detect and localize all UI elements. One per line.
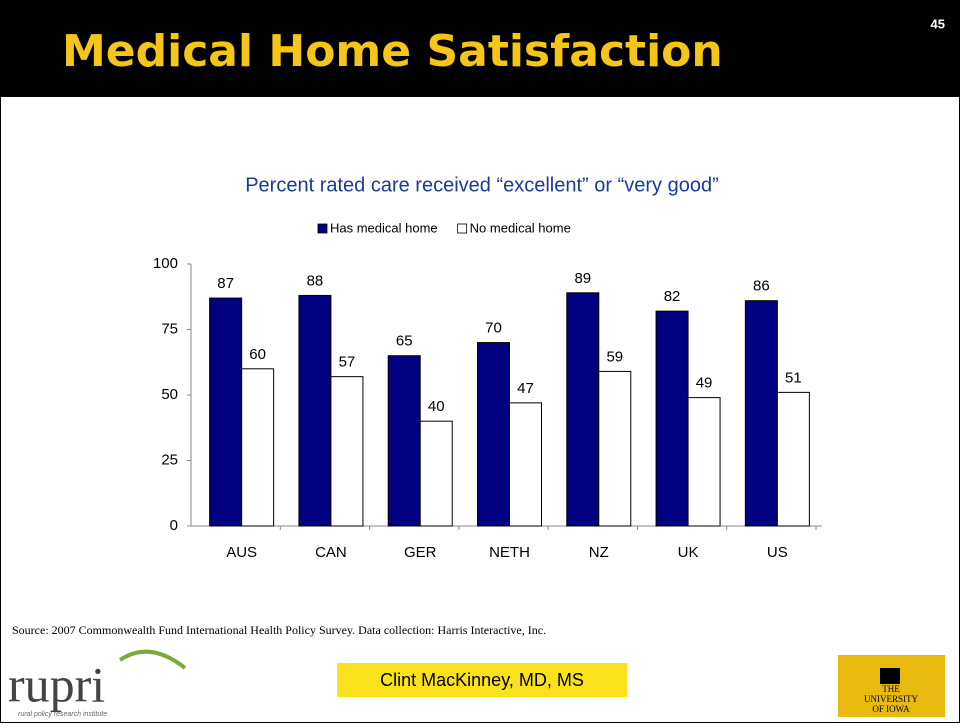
x-tick-label: AUS: [226, 544, 257, 561]
bar: [687, 397, 721, 527]
rupri-swoosh: [118, 649, 187, 670]
bar: [655, 310, 689, 527]
value-label: 57: [339, 354, 356, 371]
y-tick-label: 75: [161, 320, 178, 337]
x-tick-label: CAN: [315, 544, 347, 561]
bar: [744, 300, 778, 527]
iowa-logo-line: OF IOWA: [872, 704, 910, 714]
bar: [209, 297, 243, 527]
value-label: 87: [217, 275, 234, 292]
value-label: 88: [307, 272, 324, 289]
value-label: 86: [753, 278, 770, 295]
bar: [566, 292, 600, 527]
bar: [298, 294, 332, 527]
value-label: 60: [249, 346, 266, 363]
iowa-logo-bg: [838, 655, 945, 717]
iowa-capitol: [880, 668, 900, 684]
iowa-logo-line: UNIVERSITY: [864, 694, 918, 704]
iowa-logo-line: THE: [882, 684, 900, 694]
y-tick-label: 25: [161, 451, 178, 468]
x-tick-label: GER: [404, 544, 437, 561]
slide-title: Medical Home Satisfaction: [62, 26, 723, 77]
slide-number: 45: [931, 16, 945, 31]
bar: [241, 368, 275, 527]
bar: [330, 376, 364, 527]
value-label: 59: [606, 348, 623, 365]
bar: [776, 391, 810, 527]
x-tick-label: NZ: [589, 544, 609, 561]
legend-swatch: [457, 223, 468, 234]
source-note: Source: 2007 Commonwealth Fund Internati…: [12, 623, 546, 637]
y-tick-label: 50: [161, 386, 178, 403]
legend-swatch: [317, 223, 328, 234]
value-label: 47: [517, 380, 534, 397]
value-label: 40: [428, 398, 445, 415]
value-label: 89: [574, 270, 591, 287]
value-label: 82: [664, 288, 681, 305]
bar: [477, 342, 510, 527]
y-tick-label: 0: [170, 517, 178, 534]
legend-label: Has medical home: [330, 220, 438, 235]
header-band: [0, 0, 960, 97]
presenter-box: [337, 663, 627, 697]
presenter: Clint MacKinney, MD, MS: [380, 670, 584, 690]
bar: [387, 355, 421, 527]
x-tick-label: US: [767, 544, 788, 561]
bar: [419, 420, 453, 527]
x-tick-label: UK: [678, 544, 699, 561]
rupri-tagline: rural policy research institute: [18, 711, 107, 718]
bar: [598, 370, 632, 527]
value-label: 70: [485, 320, 502, 337]
value-label: 51: [785, 369, 802, 386]
rupri-logo: rupri: [8, 656, 105, 712]
y-tick-label: 100: [153, 255, 178, 272]
value-label: 49: [696, 375, 713, 392]
legend-label: No medical home: [470, 220, 571, 235]
chart-title: Percent rated care received “excellent” …: [245, 174, 719, 196]
bar: [509, 402, 542, 527]
x-tick-label: NETH: [489, 544, 530, 561]
value-label: 65: [396, 333, 413, 350]
